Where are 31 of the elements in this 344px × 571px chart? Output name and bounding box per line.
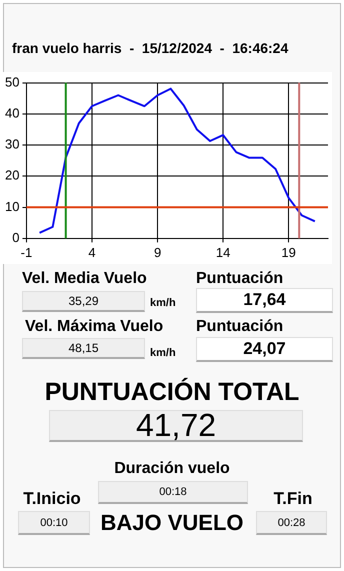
text: 35,29 <box>22 291 145 312</box>
text: 00:10 <box>18 511 90 535</box>
text: BAJO VUELO <box>100 510 244 535</box>
y-tick-label: 50 <box>4 74 20 90</box>
text: T.Fin <box>274 489 312 508</box>
y-tick-label: 30 <box>4 136 20 152</box>
x-tick-label: 9 <box>154 244 162 260</box>
text: 00:18 <box>98 481 248 504</box>
text: 24,07 <box>196 337 333 362</box>
x-tick-label: 14 <box>216 244 230 260</box>
text: 48,15 <box>22 338 145 359</box>
text: km/h <box>150 297 176 309</box>
text: Duración vuelo <box>113 460 231 478</box>
y-tick-label: 0 <box>12 230 20 245</box>
text: km/h <box>150 347 176 359</box>
text: 00:28 <box>256 511 327 535</box>
text: Vel. Máxima Vuelo <box>25 318 164 336</box>
text: Vel. Media Vuelo <box>22 270 147 288</box>
text: T.Inicio <box>23 489 81 508</box>
text: 17,64 <box>196 288 333 313</box>
x-tick-label: 19 <box>281 244 296 260</box>
text: Puntuación <box>196 270 284 288</box>
y-tick-label: 20 <box>4 168 20 183</box>
x-tick-label: -1 <box>20 244 32 260</box>
x-tick-label: 4 <box>88 244 96 260</box>
y-tick-label: 10 <box>4 198 20 214</box>
chart-title: fran vuelo harris - 15/12/2024 - 16:46:24 <box>12 40 288 56</box>
y-tick-label: 40 <box>4 106 20 120</box>
text: Puntuación <box>196 318 284 336</box>
text: 41,72 <box>49 407 303 443</box>
text: PUNTUACIÓN TOTAL <box>44 378 300 407</box>
